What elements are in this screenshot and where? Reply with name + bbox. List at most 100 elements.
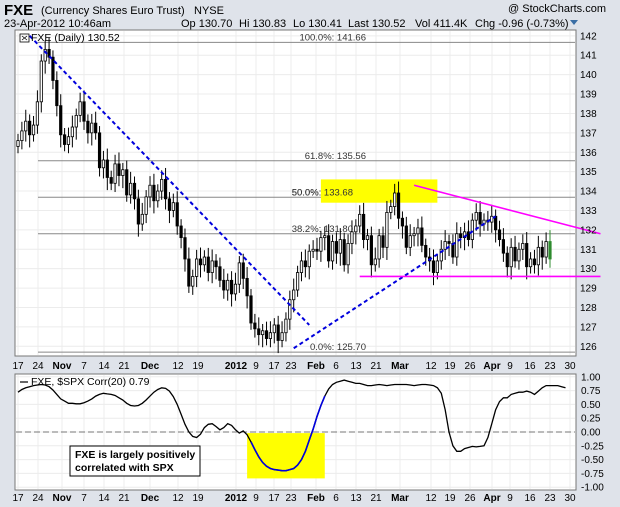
candle-body xyxy=(264,330,269,339)
fibonacci-levels: 100.0%: 141.66 61.8%: 135.56 50.0%: 133.68… xyxy=(38,32,575,353)
candle-body xyxy=(94,122,98,134)
candle-body xyxy=(179,225,183,239)
low-stat: Lo 130.41 xyxy=(293,18,342,30)
price-x-tick-label: 2012 xyxy=(225,361,248,372)
price-x-tick-label: Dec xyxy=(141,361,160,372)
price-y-tick-label: 135 xyxy=(580,167,597,178)
candle-body xyxy=(237,262,241,285)
corr-x-tick-label: Nov xyxy=(53,493,72,504)
candle-body xyxy=(330,241,335,262)
candle-body xyxy=(544,241,548,258)
corr-x-tick-label: 12 xyxy=(172,493,184,504)
price-y-tick-label: 131 xyxy=(580,245,597,256)
candle-body xyxy=(509,246,513,268)
candle-body xyxy=(148,184,152,198)
candle-body xyxy=(222,279,226,291)
corr-x-tick-label: Mar xyxy=(391,493,409,504)
candle-body xyxy=(319,237,323,252)
candle-body xyxy=(39,60,43,103)
candle-body xyxy=(451,243,455,258)
volume-stat: Vol 411.4K xyxy=(415,18,468,30)
candle-body xyxy=(101,159,106,169)
price-x-tick-label: 17 xyxy=(12,361,24,372)
candle-body xyxy=(210,260,214,273)
corr-x-tick-label: 21 xyxy=(370,493,382,504)
price-x-tick-label: 24 xyxy=(32,361,44,372)
candle-body xyxy=(24,120,28,132)
price-x-tick-label: Nov xyxy=(53,361,72,372)
price-legend: FXE (Daily) 130.52 xyxy=(31,32,120,44)
correlation-x-axis: 17 24 Nov 7 14 21 Dec 12 19 2012 9 17 23 Feb 6 13 21 Mar 1… xyxy=(12,493,576,504)
candle-body xyxy=(74,114,78,128)
candle-body xyxy=(276,324,280,341)
candle-body xyxy=(156,190,160,202)
candle-body xyxy=(288,299,292,320)
candle-body xyxy=(117,163,121,176)
price-x-tick-label: 16 xyxy=(524,361,536,372)
price-y-tick-label: 139 xyxy=(580,90,597,101)
dropdown-arrow-icon[interactable] xyxy=(570,20,578,25)
candle-body xyxy=(284,318,288,334)
price-x-tick-label: 6 xyxy=(333,361,339,372)
corr-x-tick-label: 16 xyxy=(524,493,536,504)
candle-body xyxy=(295,272,300,291)
candle-body xyxy=(315,248,319,252)
candle-body xyxy=(241,262,245,279)
trendline-magenta xyxy=(413,184,601,235)
candle-body xyxy=(362,213,366,240)
candle-body xyxy=(167,198,172,211)
datetime-label: 23-Apr-2012 10:46am xyxy=(4,18,111,30)
candle-body xyxy=(478,212,482,225)
candle-body xyxy=(369,235,373,266)
corr-y-tick-label: -0.50 xyxy=(581,455,604,466)
symbol-name: (Currency Shares Euro Trust) xyxy=(41,5,185,17)
candle-body xyxy=(420,227,424,246)
correlation-line xyxy=(17,379,566,472)
corr-x-tick-label: 23 xyxy=(544,493,556,504)
candle-body xyxy=(43,49,47,62)
candle-body xyxy=(528,258,533,268)
candle-body xyxy=(195,258,199,277)
open-stat: Op 130.70 xyxy=(181,18,232,30)
candle-body xyxy=(226,279,230,291)
candle-body xyxy=(78,101,82,116)
price-gridlines xyxy=(16,31,575,355)
price-x-axis: 17 24 Nov 7 14 21 Dec 12 19 2012 9 17 23 Feb 6 13 21 Mar 1… xyxy=(12,361,576,372)
corr-y-tick-label: 0.50 xyxy=(581,400,601,411)
corr-x-tick-label: 21 xyxy=(118,493,130,504)
candle-body xyxy=(206,256,210,273)
corr-x-tick-label: 26 xyxy=(464,493,476,504)
trendline-dashed xyxy=(293,215,497,350)
candle-body xyxy=(82,101,86,122)
change-stat: Chg -0.96 (-0.73%) xyxy=(475,18,569,30)
price-highlight: 50.0%: 133.68 xyxy=(292,179,438,203)
candle-body xyxy=(202,256,206,266)
price-y-tick-label: 140 xyxy=(580,70,597,81)
candle-body xyxy=(55,80,59,107)
candle-body xyxy=(416,227,420,235)
candle-body xyxy=(198,258,203,266)
corr-x-tick-label: 17 xyxy=(268,493,280,504)
candle-body xyxy=(334,241,339,254)
price-x-tick-label: 14 xyxy=(98,361,110,372)
candle-body xyxy=(342,239,346,266)
candle-body xyxy=(163,179,168,200)
legend-box-icon xyxy=(19,33,30,43)
fib-level-label-highlighted: 50.0%: 133.68 xyxy=(292,187,353,198)
correlation-y-axis: 1.00 0.75 0.50 0.25 0.00 -0.25 -0.50 -0.75 -1.00 xyxy=(581,372,604,493)
candle-body xyxy=(303,260,307,268)
candle-body xyxy=(16,140,20,147)
candle-body xyxy=(396,192,401,219)
candle-body xyxy=(136,198,140,225)
price-x-tick-label: 12 xyxy=(172,361,184,372)
candle-body xyxy=(233,283,238,295)
candle-body xyxy=(144,196,148,215)
candle-body xyxy=(187,258,191,287)
candle-body xyxy=(121,169,125,176)
candle-body xyxy=(490,215,494,223)
price-x-tick-label: Mar xyxy=(391,361,409,372)
candle-body xyxy=(548,241,552,260)
candle-body xyxy=(494,215,498,231)
candle-body xyxy=(373,258,377,266)
candle-body xyxy=(497,229,502,240)
